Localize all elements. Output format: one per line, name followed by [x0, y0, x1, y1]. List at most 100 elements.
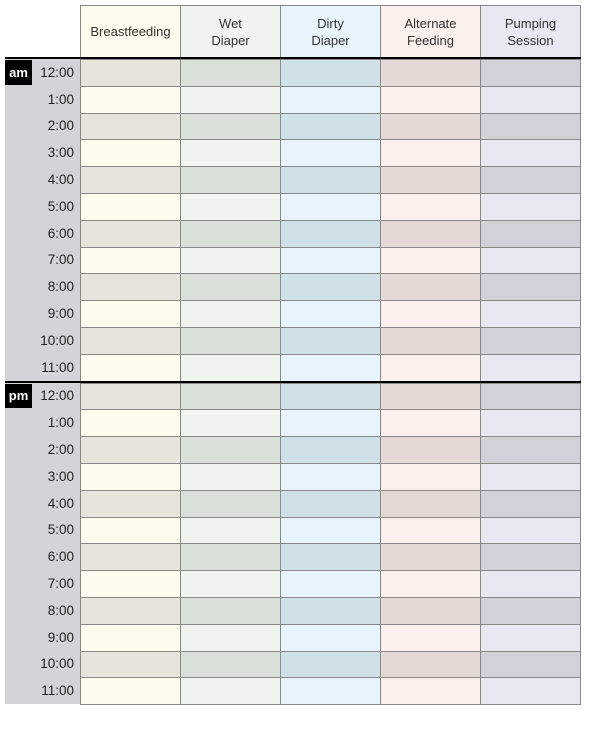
log-cell[interactable]	[80, 166, 180, 194]
log-cell[interactable]	[480, 624, 581, 652]
log-cell[interactable]	[280, 570, 380, 598]
log-cell[interactable]	[380, 273, 480, 301]
log-cell[interactable]	[480, 597, 581, 625]
log-cell[interactable]	[380, 517, 480, 544]
log-cell[interactable]	[380, 166, 480, 194]
log-cell[interactable]	[480, 139, 581, 167]
log-cell[interactable]	[480, 383, 581, 410]
log-cell[interactable]	[80, 273, 180, 301]
log-cell[interactable]	[480, 490, 581, 518]
log-cell[interactable]	[180, 273, 280, 301]
log-cell[interactable]	[380, 86, 480, 114]
log-cell[interactable]	[80, 220, 180, 248]
log-cell[interactable]	[180, 247, 280, 274]
log-cell[interactable]	[80, 86, 180, 114]
log-cell[interactable]	[280, 409, 380, 437]
log-cell[interactable]	[280, 193, 380, 221]
log-cell[interactable]	[480, 113, 581, 140]
log-cell[interactable]	[180, 166, 280, 194]
log-cell[interactable]	[80, 193, 180, 221]
log-cell[interactable]	[80, 409, 180, 437]
log-cell[interactable]	[380, 624, 480, 652]
log-cell[interactable]	[380, 327, 480, 355]
log-cell[interactable]	[380, 193, 480, 221]
log-cell[interactable]	[180, 624, 280, 652]
log-cell[interactable]	[280, 517, 380, 544]
log-cell[interactable]	[480, 677, 581, 705]
log-cell[interactable]	[280, 247, 380, 274]
log-cell[interactable]	[180, 651, 280, 678]
log-cell[interactable]	[380, 436, 480, 464]
log-cell[interactable]	[80, 436, 180, 464]
log-cell[interactable]	[480, 570, 581, 598]
log-cell[interactable]	[280, 354, 380, 382]
log-cell[interactable]	[80, 300, 180, 328]
log-cell[interactable]	[380, 677, 480, 705]
log-cell[interactable]	[180, 677, 280, 705]
log-cell[interactable]	[280, 327, 380, 355]
log-cell[interactable]	[80, 139, 180, 167]
log-cell[interactable]	[380, 300, 480, 328]
log-cell[interactable]	[380, 651, 480, 678]
log-cell[interactable]	[180, 409, 280, 437]
log-cell[interactable]	[80, 113, 180, 140]
log-cell[interactable]	[180, 436, 280, 464]
log-cell[interactable]	[480, 543, 581, 571]
log-cell[interactable]	[380, 220, 480, 248]
log-cell[interactable]	[480, 193, 581, 221]
log-cell[interactable]	[180, 300, 280, 328]
log-cell[interactable]	[380, 597, 480, 625]
log-cell[interactable]	[180, 327, 280, 355]
log-cell[interactable]	[180, 113, 280, 140]
log-cell[interactable]	[480, 354, 581, 382]
log-cell[interactable]	[280, 139, 380, 167]
log-cell[interactable]	[280, 677, 380, 705]
log-cell[interactable]	[480, 517, 581, 544]
log-cell[interactable]	[480, 300, 581, 328]
log-cell[interactable]	[180, 354, 280, 382]
log-cell[interactable]	[180, 517, 280, 544]
log-cell[interactable]	[80, 490, 180, 518]
log-cell[interactable]	[180, 543, 280, 571]
log-cell[interactable]	[280, 490, 380, 518]
log-cell[interactable]	[80, 570, 180, 598]
log-cell[interactable]	[180, 597, 280, 625]
log-cell[interactable]	[180, 59, 280, 87]
log-cell[interactable]	[280, 383, 380, 410]
log-cell[interactable]	[80, 651, 180, 678]
log-cell[interactable]	[380, 113, 480, 140]
log-cell[interactable]	[480, 59, 581, 87]
log-cell[interactable]	[280, 436, 380, 464]
log-cell[interactable]	[380, 354, 480, 382]
log-cell[interactable]	[80, 59, 180, 87]
log-cell[interactable]	[180, 139, 280, 167]
log-cell[interactable]	[380, 543, 480, 571]
log-cell[interactable]	[180, 193, 280, 221]
log-cell[interactable]	[380, 59, 480, 87]
log-cell[interactable]	[80, 354, 180, 382]
log-cell[interactable]	[180, 86, 280, 114]
log-cell[interactable]	[80, 247, 180, 274]
log-cell[interactable]	[80, 677, 180, 705]
log-cell[interactable]	[380, 570, 480, 598]
log-cell[interactable]	[480, 327, 581, 355]
log-cell[interactable]	[280, 220, 380, 248]
log-cell[interactable]	[80, 463, 180, 491]
log-cell[interactable]	[480, 247, 581, 274]
log-cell[interactable]	[380, 463, 480, 491]
log-cell[interactable]	[80, 597, 180, 625]
log-cell[interactable]	[280, 273, 380, 301]
log-cell[interactable]	[480, 436, 581, 464]
log-cell[interactable]	[480, 220, 581, 248]
log-cell[interactable]	[280, 300, 380, 328]
log-cell[interactable]	[80, 383, 180, 410]
log-cell[interactable]	[280, 86, 380, 114]
log-cell[interactable]	[480, 273, 581, 301]
log-cell[interactable]	[180, 383, 280, 410]
log-cell[interactable]	[480, 409, 581, 437]
log-cell[interactable]	[280, 543, 380, 571]
log-cell[interactable]	[380, 383, 480, 410]
log-cell[interactable]	[280, 463, 380, 491]
log-cell[interactable]	[480, 166, 581, 194]
log-cell[interactable]	[280, 166, 380, 194]
